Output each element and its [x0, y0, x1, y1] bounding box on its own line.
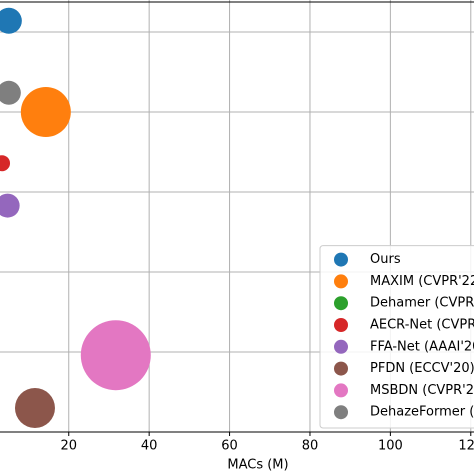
legend-label: AECR-Net (CVPR'21): [370, 318, 474, 333]
x-tick-label: 80: [302, 439, 319, 454]
legend-box: [319, 245, 474, 429]
plot-border: [0, 1, 474, 433]
legend-label: MAXIM (CVPR'22): [370, 274, 474, 289]
bubble: [0, 193, 20, 218]
bubble: [0, 155, 11, 172]
bubble: [0, 80, 21, 105]
x-tick-label: 20: [60, 439, 77, 454]
legend-label: MSBDN (CVPR'20): [370, 383, 474, 398]
legend-marker: [334, 405, 348, 420]
legend-marker: [334, 252, 348, 267]
bubble: [0, 7, 22, 34]
legend-label: DehazeFormer (TIP'23): [370, 405, 474, 420]
legend-marker: [334, 296, 348, 311]
legend-label: Dehamer (CVPR'22): [370, 296, 474, 311]
legend-marker: [334, 361, 348, 376]
x-tick-label: 100: [378, 439, 403, 454]
legend-label: Ours: [370, 252, 401, 267]
legend-label: FFA-Net (AAAI'20): [370, 339, 474, 354]
bubble: [14, 388, 55, 428]
x-tick-label: 60: [221, 439, 238, 454]
x-axis-label: MACs (M): [227, 458, 288, 473]
x-tick-label: 120: [458, 439, 474, 454]
legend-marker: [334, 274, 348, 289]
legend-marker: [334, 318, 348, 332]
legend-marker: [334, 383, 348, 398]
x-tick-label: 40: [141, 439, 158, 454]
legend-label: PFDN (ECCV'20): [370, 361, 474, 376]
legend-marker: [334, 339, 348, 354]
bubble: [20, 87, 71, 137]
bubble: [80, 320, 151, 391]
